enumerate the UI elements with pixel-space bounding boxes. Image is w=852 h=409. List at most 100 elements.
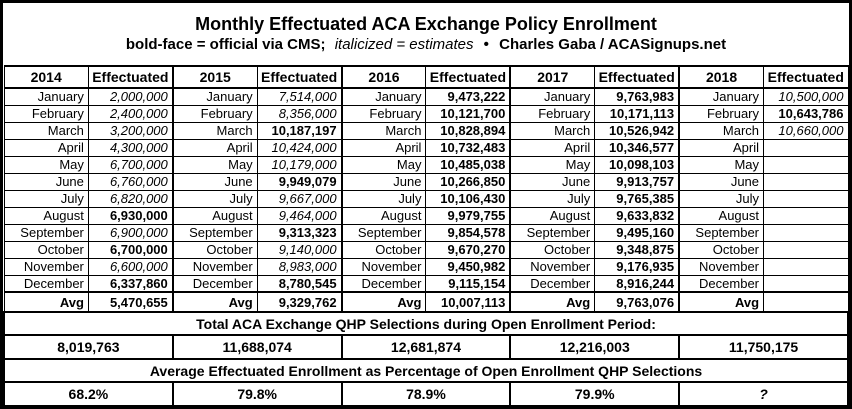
table-row: January 2,000,000 January 7,514,000 January 9… [3, 87, 849, 106]
pct-2017: 79.9% [509, 381, 681, 406]
value-cell: 9,115,154 [425, 274, 512, 293]
effectuated-header: Effectuated [425, 65, 512, 89]
month-cell: October [172, 240, 258, 259]
value-cell: 10,660,000 [763, 121, 849, 140]
month-cell: December [509, 274, 596, 293]
month-cell: January [3, 87, 89, 106]
month-cell: January [509, 87, 596, 106]
value-cell: 9,633,832 [594, 206, 681, 225]
month-cell: November [678, 257, 765, 276]
month-cell: December [678, 274, 765, 293]
pct-2016: 78.9% [340, 381, 512, 406]
value-cell: 6,900,000 [87, 223, 174, 242]
avg-label: Avg [341, 291, 427, 313]
value-cell: 10,346,577 [594, 138, 681, 157]
value-cell: 6,700,000 [87, 155, 174, 174]
month-cell: May [678, 155, 765, 174]
value-cell: 9,450,982 [425, 257, 512, 276]
value-cell: 10,526,942 [594, 121, 681, 140]
month-cell: September [172, 223, 258, 242]
value-cell: 9,140,000 [256, 240, 343, 259]
month-cell: September [509, 223, 596, 242]
value-cell: 2,000,000 [87, 87, 174, 106]
table-row: March 3,200,000 March 10,187,197 March 10,828… [3, 121, 849, 140]
avg-value-cell: 10,007,113 [425, 291, 512, 313]
value-cell: 8,983,000 [256, 257, 343, 276]
value-cell: 6,820,000 [87, 189, 174, 208]
month-cell: March [509, 121, 596, 140]
month-cell: March [3, 121, 89, 140]
month-cell: April [341, 138, 427, 157]
table-row: June 6,760,000 June 9,949,079 June 10,266,850… [3, 172, 849, 191]
value-cell [763, 240, 849, 259]
value-cell [763, 257, 849, 276]
month-cell: February [172, 104, 258, 123]
month-cell: September [678, 223, 765, 242]
avg-value-cell: 5,470,655 [87, 291, 174, 313]
value-cell [763, 206, 849, 225]
table-row: December 6,337,860 December 8,780,545 Decemb… [3, 274, 849, 293]
avg-value-cell: 9,763,076 [594, 291, 681, 313]
table-row: November 6,600,000 November 8,983,000 Novemb… [3, 257, 849, 276]
effectuated-header: Effectuated [87, 65, 174, 89]
value-cell: 10,187,197 [256, 121, 343, 140]
report-subtitle: bold-face = official via CMS; italicized… [126, 35, 726, 55]
avg-label: Avg [509, 291, 596, 313]
month-cell: February [509, 104, 596, 123]
credit-text: Charles Gaba / ACASignups.net [499, 36, 727, 53]
value-cell: 8,356,000 [256, 104, 343, 123]
value-cell: 9,763,983 [594, 87, 681, 106]
qhp-total-2015: 11,688,074 [171, 334, 343, 360]
month-cell: August [3, 206, 89, 225]
pct-title-row: Average Effectuated Enrollment as Percen… [3, 358, 849, 383]
value-cell: 10,106,430 [425, 189, 512, 208]
table-row: October 6,700,000 October 9,140,000 October 9… [3, 240, 849, 259]
month-cell: November [341, 257, 427, 276]
year-header-2016: 2016 [341, 65, 427, 89]
value-cell: 9,313,323 [256, 223, 343, 242]
month-cell: June [509, 172, 596, 191]
month-cell: March [678, 121, 765, 140]
month-cell: November [172, 257, 258, 276]
avg-row: Avg 5,470,655 Avg 9,329,762 Avg 10,007,113 Avg… [3, 291, 849, 313]
month-cell: March [172, 121, 258, 140]
value-cell: 10,643,786 [763, 104, 849, 123]
value-cell: 10,121,700 [425, 104, 512, 123]
value-cell: 10,171,113 [594, 104, 681, 123]
value-cell: 2,400,000 [87, 104, 174, 123]
month-cell: October [678, 240, 765, 259]
qhp-total-2017: 12,216,003 [509, 334, 681, 360]
year-header-2018: 2018 [678, 65, 765, 89]
value-cell: 9,464,000 [256, 206, 343, 225]
pct-2018: ? [678, 381, 849, 406]
value-cell: 6,337,860 [87, 274, 174, 293]
effectuated-header: Effectuated [594, 65, 681, 89]
month-cell: August [341, 206, 427, 225]
qhp-section-title: Total ACA Exchange QHP Selections during… [3, 311, 849, 336]
value-cell: 10,098,103 [594, 155, 681, 174]
value-cell [763, 189, 849, 208]
month-cell: January [172, 87, 258, 106]
value-cell: 9,473,222 [425, 87, 512, 106]
value-cell: 9,348,875 [594, 240, 681, 259]
pct-2014: 68.2% [3, 381, 174, 406]
pct-values-row: 68.2% 79.8% 78.9% 79.9% ? [3, 381, 849, 406]
month-cell: September [341, 223, 427, 242]
month-cell: July [509, 189, 596, 208]
avg-value-cell: 9,329,762 [256, 291, 343, 313]
value-cell: 9,495,160 [594, 223, 681, 242]
legend-italic-note: italicized = estimates [334, 36, 474, 53]
value-cell: 9,670,270 [425, 240, 512, 259]
month-cell: December [3, 274, 89, 293]
table-row: July 6,820,000 July 9,667,000 July 10,106,430… [3, 189, 849, 208]
value-cell: 9,913,757 [594, 172, 681, 191]
table-row: April 4,300,000 April 10,424,000 April 10,732… [3, 138, 849, 157]
qhp-values-row: 8,019,763 11,688,074 12,681,874 12,216,0… [3, 334, 849, 360]
month-cell: December [341, 274, 427, 293]
value-cell: 6,700,000 [87, 240, 174, 259]
month-cell: January [678, 87, 765, 106]
month-cell: August [678, 206, 765, 225]
month-cell: June [172, 172, 258, 191]
legend-bold-note: bold-face = official via CMS; [125, 36, 326, 53]
year-header-2017: 2017 [509, 65, 596, 89]
